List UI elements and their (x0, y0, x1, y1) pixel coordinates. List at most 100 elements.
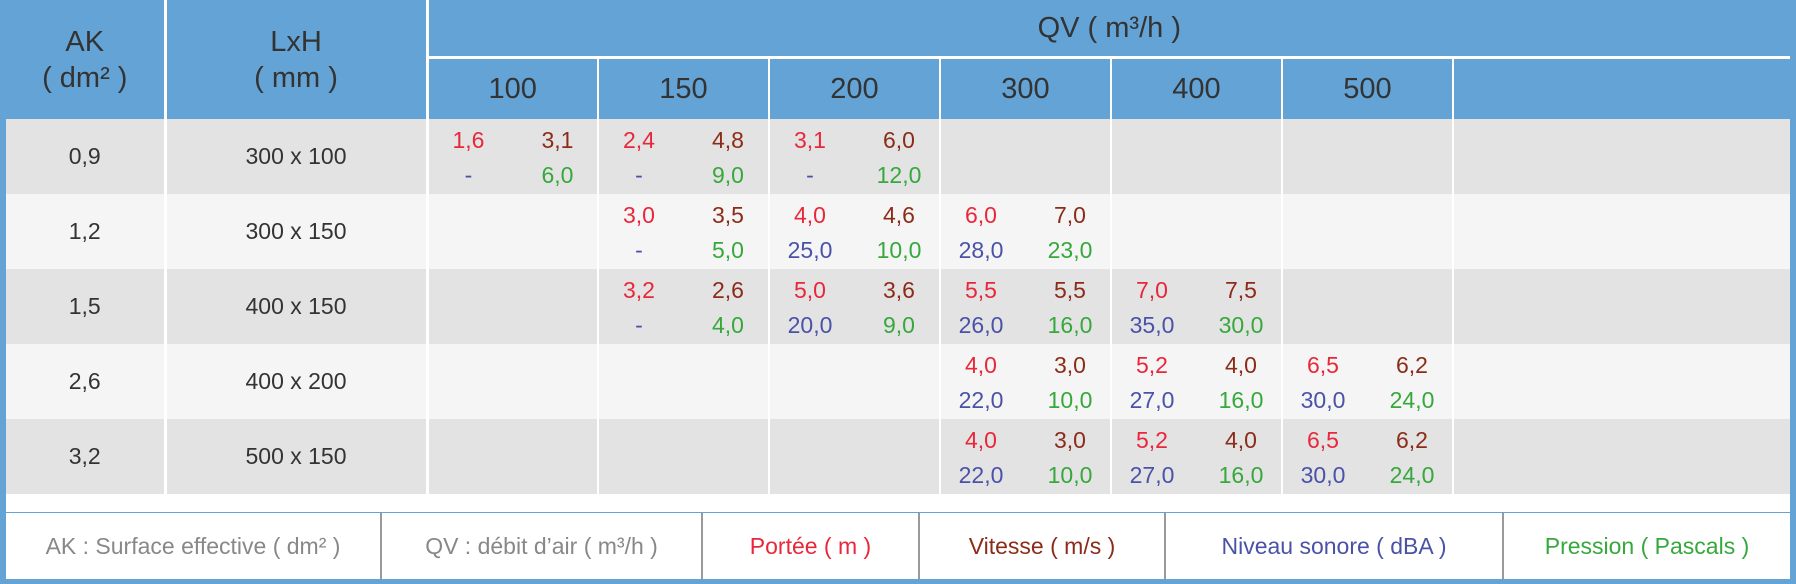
vitesse-value: 3,6 (883, 277, 915, 303)
vitesse-value: 6,2 (1396, 427, 1428, 453)
lxh-value: 300 x 100 (165, 119, 429, 194)
vitesse-value: 3,1 (541, 127, 574, 153)
lxh-header-label: LxH (270, 25, 322, 58)
ak-header-label: AK (65, 25, 105, 58)
data-cell (427, 194, 599, 269)
qv-header: QV ( m³/h ) (427, 0, 1791, 59)
data-cell: 7,0 7,5 35,0 30,0 (1111, 269, 1283, 344)
legend-vitesse: Vitesse ( m/s ) (920, 513, 1166, 579)
niveau-value: 20,0 (787, 312, 833, 338)
data-cell (1453, 344, 1791, 419)
portee-value: 3,2 (623, 277, 655, 303)
niveau-value: 27,0 (1129, 387, 1175, 413)
legend-qv: QV : débit d’air ( m³/h ) (382, 513, 703, 579)
qv-column-header: 500 (1282, 57, 1454, 119)
vitesse-value: 4,6 (883, 202, 915, 228)
table-row: 3,2 500 x 150 4,0 3,0 22,0 10,0 5,2 4,0 27,0 16,0… (6, 419, 1791, 494)
portee-value: 6,0 (965, 202, 997, 228)
vitesse-value: 3,0 (1054, 352, 1086, 378)
pression-value: 10,0 (1047, 462, 1093, 488)
table-spacer (6, 494, 1791, 512)
niveau-value: 26,0 (958, 312, 1004, 338)
data-cell: 2,4 4,8 - 9,0 (598, 119, 770, 194)
vitesse-value: 4,0 (1225, 352, 1257, 378)
ak-header-unit: ( dm² ) (42, 61, 128, 94)
niveau-value: 27,0 (1129, 462, 1175, 488)
data-cell (1111, 119, 1283, 194)
portee-value: 3,1 (794, 127, 826, 153)
data-cell (1282, 119, 1454, 194)
niveau-value: - (464, 162, 473, 188)
data-cell: 4,0 3,0 22,0 10,0 (940, 344, 1112, 419)
data-cell: 6,5 6,2 30,0 24,0 (1282, 419, 1454, 494)
qv-column-header (1453, 57, 1791, 119)
data-cell (1453, 119, 1791, 194)
table-row: 1,5 400 x 150 3,2 2,6-4,0 5,0 3,6 20,0 9,0 5,5 5,… (6, 269, 1791, 344)
pression-value: 24,0 (1389, 387, 1435, 413)
portee-value: 5,0 (794, 277, 826, 303)
data-cell (1282, 194, 1454, 269)
data-cell: 1,6 3,1 - 6,0 (427, 119, 599, 194)
pression-value: 9,0 (712, 162, 744, 188)
vitesse-value: 6,2 (1396, 352, 1428, 378)
vitesse-value: 3,0 (1054, 427, 1086, 453)
pression-value: 6,0 (541, 162, 574, 188)
data-cell (598, 419, 770, 494)
niveau-value: - (635, 312, 643, 338)
qv-column-header: 100 (427, 57, 599, 119)
pression-value: 4,0 (712, 312, 744, 338)
niveau-value: 35,0 (1129, 312, 1175, 338)
pression-value: 10,0 (876, 237, 922, 263)
portee-value: 4,0 (965, 427, 997, 453)
spacer-cell (6, 494, 1791, 512)
pression-value: 16,0 (1218, 462, 1264, 488)
pression-value: 30,0 (1218, 312, 1264, 338)
niveau-value: 28,0 (958, 237, 1004, 263)
vitesse-value: 6,0 (883, 127, 915, 153)
pression-value: 9,0 (883, 312, 915, 338)
data-cell (1453, 194, 1791, 269)
data-cell (1282, 269, 1454, 344)
vitesse-value: 3,5 (712, 202, 744, 228)
ak-header: AK ( dm² ) (6, 0, 167, 119)
table-row: 2,6 400 x 200 4,0 3,0 22,0 10,0 5,2 4,0 27,0 16,0… (6, 344, 1791, 419)
lxh-header-unit: ( mm ) (254, 61, 338, 94)
data-cell: 5,2 4,0 27,0 16,0 (1111, 344, 1283, 419)
legend-pression: Pression ( Pascals ) (1544, 532, 1750, 559)
portee-value: 3,0 (623, 202, 655, 228)
ak-value: 2,6 (6, 344, 167, 419)
lxh-value: 300 x 150 (165, 194, 429, 269)
pression-value: 10,0 (1047, 387, 1093, 413)
vitesse-value: 4,8 (712, 127, 744, 153)
portee-value: 5,2 (1136, 352, 1168, 378)
data-cell: 6,5 6,2 30,0 24,0 (1282, 344, 1454, 419)
portee-value: 1,6 (452, 127, 485, 153)
lxh-header: LxH ( mm ) (165, 0, 429, 119)
table-row: 0,9 300 x 100 1,6 3,1-6,0 2,4 4,8-9,0 3,1 6,0-1… (6, 119, 1791, 194)
data-cell: 3,2 2,6 - 4,0 (598, 269, 770, 344)
data-cell (598, 344, 770, 419)
ak-value: 1,2 (6, 194, 167, 269)
portee-value: 5,2 (1136, 427, 1168, 453)
data-cell (427, 419, 599, 494)
portee-value: 4,0 (965, 352, 997, 378)
data-cell: 3,0 3,5 - 5,0 (598, 194, 770, 269)
qv-column-header: 200 (769, 57, 941, 119)
data-cell (1111, 194, 1283, 269)
niveau-value: 22,0 (958, 387, 1004, 413)
portee-value: 2,4 (623, 127, 655, 153)
vitesse-value: 7,5 (1225, 277, 1257, 303)
lxh-value: 400 x 150 (165, 269, 429, 344)
vitesse-value: 2,6 (712, 277, 744, 303)
vitesse-value: 7,0 (1054, 202, 1086, 228)
portee-value: 6,5 (1307, 352, 1339, 378)
lxh-value: 400 x 200 (165, 344, 429, 419)
pression-value: 5,0 (712, 237, 744, 263)
qv-column-header: 300 (940, 57, 1112, 119)
pression-value: 16,0 (1218, 387, 1264, 413)
niveau-value: 22,0 (958, 462, 1004, 488)
data-cell (1453, 269, 1791, 344)
data-cell (940, 119, 1112, 194)
niveau-value: - (635, 162, 643, 188)
legend-ak: AK : Surface effective ( dm² ) (6, 513, 382, 579)
